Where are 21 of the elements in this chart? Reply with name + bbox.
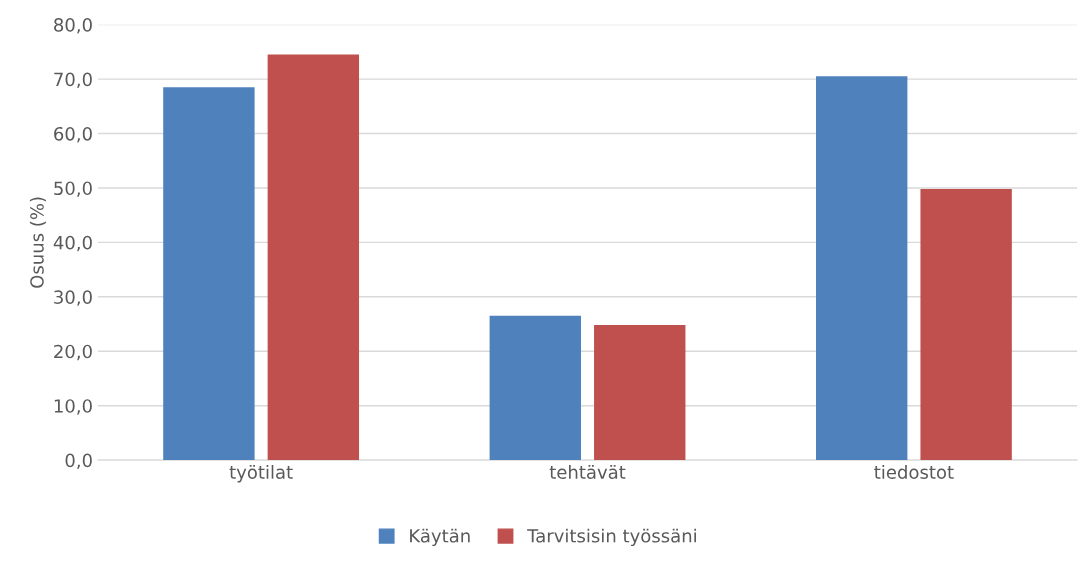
x-tick-label: työtilat — [229, 464, 293, 483]
bar — [267, 54, 360, 461]
bar — [163, 87, 255, 461]
bar — [920, 189, 1012, 461]
x-tick-label: tiedostot — [874, 464, 954, 479]
y-tick-label: 80,0 — [54, 18, 92, 34]
y-tick-label: 30,0 — [54, 290, 92, 306]
y-tick-label: 60,0 — [54, 126, 92, 143]
y-axis-title: Osuus (%) — [29, 197, 46, 288]
bar — [489, 315, 581, 461]
y-tick-label: 0,0 — [65, 453, 92, 470]
legend-label: Käytän — [410, 528, 470, 547]
y-tick-label: 10,0 — [54, 399, 92, 415]
y-tick-label: 70,0 — [54, 72, 92, 89]
legend-label: Tarvitsisin työssäni — [527, 528, 696, 547]
bar — [816, 76, 908, 461]
y-tick-label: 50,0 — [54, 181, 92, 197]
y-tick-label: 40,0 — [53, 235, 92, 252]
y-tick-label: 20,0 — [54, 344, 92, 361]
x-tick-label: tehtävät — [549, 464, 626, 479]
bar — [594, 325, 686, 461]
